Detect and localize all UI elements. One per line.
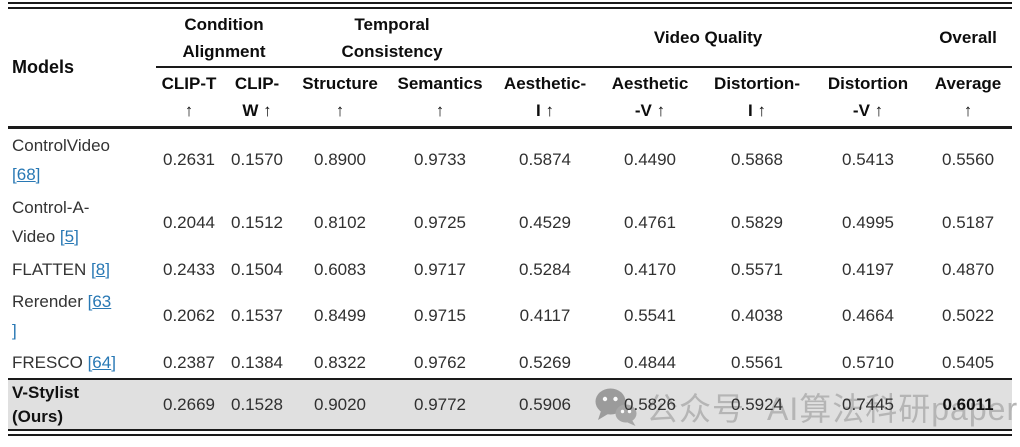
value-cell: 0.4844 — [624, 352, 677, 372]
value-cell: 0.9717 — [414, 259, 467, 279]
value-cell: 0.1504 — [231, 259, 283, 279]
value-cell: 0.2062 — [163, 306, 215, 325]
value-cell: 0.5284 — [519, 259, 572, 279]
value-cell: 0.5541 — [624, 306, 677, 325]
value-cell: 0.9725 — [414, 212, 467, 232]
citation-ref: [8] — [91, 259, 110, 279]
table-row-fresco-64: FRESCO [64] 0.2387 0.1384 0.8322 0.9762 0.526… — [8, 346, 1012, 379]
column-header-clip-w: CLIP- W ↑ — [222, 67, 293, 129]
table-row-rerender-63: Rerender [63] 0.2062 0.1537 0.8499 0.9715 0.4… — [8, 285, 1012, 346]
value-cell: 0.2044 — [163, 212, 215, 232]
value-cell: 0.4529 — [519, 212, 572, 232]
model-cell: Rerender [63] — [12, 291, 112, 340]
citation-ref: [63 — [87, 291, 112, 311]
column-header-semantics: Semantics ↑ — [388, 67, 493, 129]
column-header-aesthetic-i: Aesthetic- I ↑ — [492, 67, 599, 129]
value-cell: 0.5874 — [519, 150, 572, 170]
model-cell: V-Stylist (Ours) — [8, 378, 156, 429]
value-cell: 0.5571 — [731, 259, 784, 279]
column-header-models: Models — [8, 9, 156, 129]
value-cell: 0.1512 — [231, 212, 283, 232]
citation-link[interactable]: 63 — [92, 291, 112, 311]
value-cell: 0.5710 — [842, 352, 895, 372]
group-header-video-quality: Video Quality — [492, 9, 925, 68]
table-row-v-stylist-ours: V-Stylist (Ours) 0.2669 0.1528 0.9020 0.9772 0… — [8, 378, 1013, 429]
value-cell: 0.4995 — [842, 212, 895, 232]
citation-link[interactable]: 5 — [64, 227, 75, 246]
model-cell: FLATTEN [8] — [12, 259, 110, 279]
value-cell: 0.4170 — [624, 259, 677, 279]
value-cell: 0.4870 — [942, 259, 995, 279]
value-cell: 0.5829 — [731, 212, 784, 232]
value-cell: 0.4197 — [842, 259, 895, 279]
citation-link[interactable]: 8 — [95, 259, 106, 279]
column-header-aesthetic-v: Aesthetic -V ↑ — [598, 67, 703, 129]
value-cell: 0.4490 — [624, 150, 677, 170]
value-cell: 0.2631 — [163, 150, 215, 170]
column-header-distortion-i: Distortion- I ↑ — [702, 67, 813, 129]
table-bottom-rule — [8, 429, 1012, 436]
value-cell: 0.8900 — [314, 150, 367, 170]
citation-ref: [68] — [12, 164, 41, 184]
table-header: Models Condition Alignment Temporal Consiste… — [8, 9, 1013, 129]
value-cell: 0.2433 — [163, 259, 215, 279]
header-metric-row: CLIP-T ↑ CLIP- W ↑ Structure ↑ Semantics ↑ Aesth… — [8, 67, 1013, 129]
group-header-temporal-consistency: Temporal Consistency — [292, 9, 493, 68]
citation-link[interactable]: 68 — [16, 164, 36, 184]
value-cell: 0.5405 — [942, 352, 995, 372]
value-cell: 0.5924 — [702, 378, 813, 429]
column-header-average: Average ↑ — [924, 67, 1013, 129]
value-cell: 0.1537 — [231, 306, 283, 325]
table-row-controlvideo-68: ControlVideo [68] 0.2631 0.1570 0.8900 0.9733… — [8, 127, 1012, 191]
citation-ref: [64] — [87, 352, 116, 372]
value-cell: 0.5022 — [942, 306, 995, 325]
value-cell: 0.5906 — [492, 378, 599, 429]
value-cell: 0.5560 — [942, 150, 995, 170]
value-cell: 0.9020 — [292, 378, 389, 429]
value-cell: 0.5413 — [842, 150, 895, 170]
value-cell: 0.5561 — [731, 352, 784, 372]
value-cell: 0.4117 — [519, 306, 571, 325]
value-cell: 0.1384 — [231, 352, 283, 372]
table-row-flatten-8: FLATTEN [8] 0.2433 0.1504 0.6083 0.9717 0.528… — [8, 253, 1012, 285]
value-cell: 0.9715 — [414, 306, 467, 325]
value-cell: 0.5826 — [598, 378, 703, 429]
value-cell: 0.5269 — [519, 352, 572, 372]
value-cell: 0.9762 — [414, 352, 467, 372]
citation-ref: [5] — [59, 227, 79, 246]
value-cell: 0.7445 — [812, 378, 925, 429]
citation-ref: ] — [12, 320, 17, 340]
value-cell: 0.4761 — [624, 212, 677, 232]
value-cell: 0.2387 — [163, 352, 215, 372]
group-header-overall: Overall — [924, 9, 1013, 68]
value-cell: 0.2669 — [156, 378, 222, 429]
citation-link[interactable]: 64 — [92, 352, 112, 372]
value-cell: 0.9733 — [414, 150, 467, 170]
value-cell: 0.9772 — [388, 378, 493, 429]
value-cell: 0.8499 — [314, 306, 367, 325]
model-cell: Control-A- Video [5] — [12, 198, 90, 246]
header-group-row: Models Condition Alignment Temporal Consiste… — [8, 9, 1013, 129]
value-cell: 0.6083 — [314, 259, 367, 279]
value-cell: 0.5868 — [731, 150, 784, 170]
group-header-condition-alignment: Condition Alignment — [156, 9, 293, 68]
value-cell: 0.4664 — [842, 306, 895, 325]
column-header-structure: Structure ↑ — [292, 67, 389, 129]
model-cell: ControlVideo [68] — [12, 135, 110, 184]
value-cell: 0.1570 — [231, 150, 283, 170]
table-body: ControlVideo [68] 0.2631 0.1570 0.8900 0.9733… — [8, 127, 1013, 429]
value-cell: 0.8102 — [314, 212, 367, 232]
value-cell: 0.4038 — [731, 306, 784, 325]
column-header-clip-t: CLIP-T ↑ — [156, 67, 222, 129]
model-cell: FRESCO [64] — [12, 352, 116, 372]
value-cell: 0.5187 — [942, 212, 995, 232]
value-cell: 0.1528 — [222, 378, 293, 429]
table-top-rule — [8, 2, 1012, 9]
value-cell: 0.8322 — [314, 352, 367, 372]
benchmark-comparison-table: Models Condition Alignment Temporal Consiste… — [8, 9, 1013, 429]
results-table-page: Models Condition Alignment Temporal Consiste… — [8, 2, 1017, 436]
value-cell: 0.6011 — [924, 378, 1013, 429]
table-row-control-a-video-5: Control-A- Video [5] 0.2044 0.1512 0.8102 0.9… — [8, 191, 1012, 253]
column-header-distortion-v: Distortion -V ↑ — [812, 67, 925, 129]
